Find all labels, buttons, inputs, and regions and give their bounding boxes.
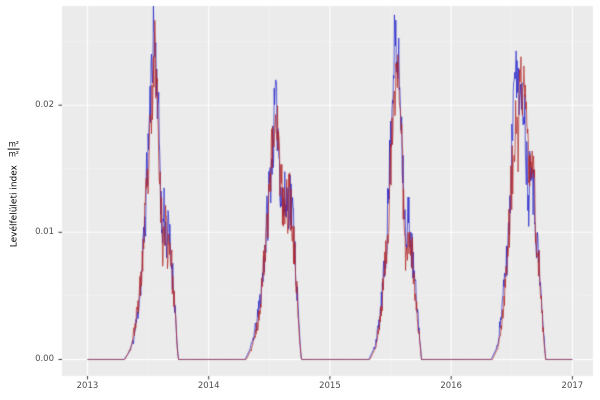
y-tick-label: 0.02 (35, 99, 54, 110)
y-tick-label: 0.00 (35, 354, 54, 365)
x-tick-label: 2016 (440, 381, 462, 391)
x-tick-label: 2017 (561, 381, 584, 391)
y-tick-label: 0.01 (35, 227, 54, 238)
x-tick-label: 2013 (76, 381, 99, 391)
x-tick-label: 2015 (319, 381, 341, 391)
x-tick-label: 2014 (197, 381, 220, 391)
